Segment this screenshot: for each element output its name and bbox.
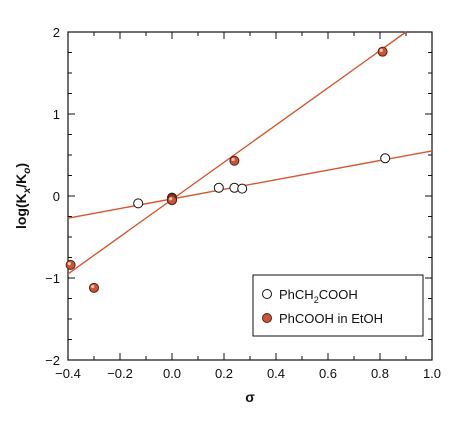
data-point-highlight [91,284,95,289]
fit-line-series-0 [67,150,433,219]
data-point-highlight [169,197,173,201]
x-tick-label: 0.8 [371,366,389,381]
x-tick-label: 0.0 [163,366,181,381]
legend-label-phcooh-etoh: PhCOOH in EtOH [279,311,383,326]
data-point-highlight [379,48,383,52]
data-point-filled [89,282,99,293]
data-point-open [237,183,248,194]
data-point-filled [65,259,76,270]
x-tick-label: 1.0 [423,366,441,381]
y-tick-label: −2 [45,353,60,368]
x-tick-label: −0.4 [55,366,81,381]
data-point-highlight [67,261,71,266]
legend-marker-filled [262,313,272,323]
legend-label-phch2cooh: PhCH2COOH [279,287,358,305]
y-title-part-1: log(K [13,193,29,229]
x-axis-title: σ [245,389,255,405]
x-tick-label: 0.2 [215,366,233,381]
data-point-open [133,198,144,209]
data-point-highlight [231,157,235,162]
fit-lines [67,31,433,275]
data-point-filled [377,46,388,57]
legend-label-0-part-2: COOH [319,287,358,302]
data-point-filled [167,195,177,206]
tick-labels: −0.4 −0.2 0.0 0.2 0.4 0.6 0.8 1.0 −2 −1 0 1 2 [45,25,441,381]
legend: PhCH2COOH PhCOOH in EtOH [252,274,424,337]
y-tick-label: −1 [45,271,60,286]
y-axis-title: log(Kx/Ko) [13,163,33,229]
data-point-open [213,182,224,193]
data-point-filled [229,155,240,166]
y-title-sub-2: o [22,168,33,174]
legend-label-0-part-1: PhCH [279,287,314,302]
legend-marker-open [262,289,272,299]
legend-label-0-sub: 2 [314,295,319,305]
x-tick-label: −0.2 [107,366,133,381]
y-title-part-3: ) [13,163,29,168]
x-tick-label: 0.4 [267,366,285,381]
data-points [65,46,391,293]
legend-box [252,274,424,337]
y-tick-label: 0 [53,189,60,204]
fit-line-series-1 [67,31,407,275]
axes [67,31,433,361]
y-tick-label: 1 [53,107,60,122]
y-title-part-2: /K [13,174,29,188]
y-title-sub-1: x [22,187,33,194]
x-tick-label: 0.6 [319,366,337,381]
data-point-open [380,153,391,164]
y-tick-label: 2 [53,25,60,40]
